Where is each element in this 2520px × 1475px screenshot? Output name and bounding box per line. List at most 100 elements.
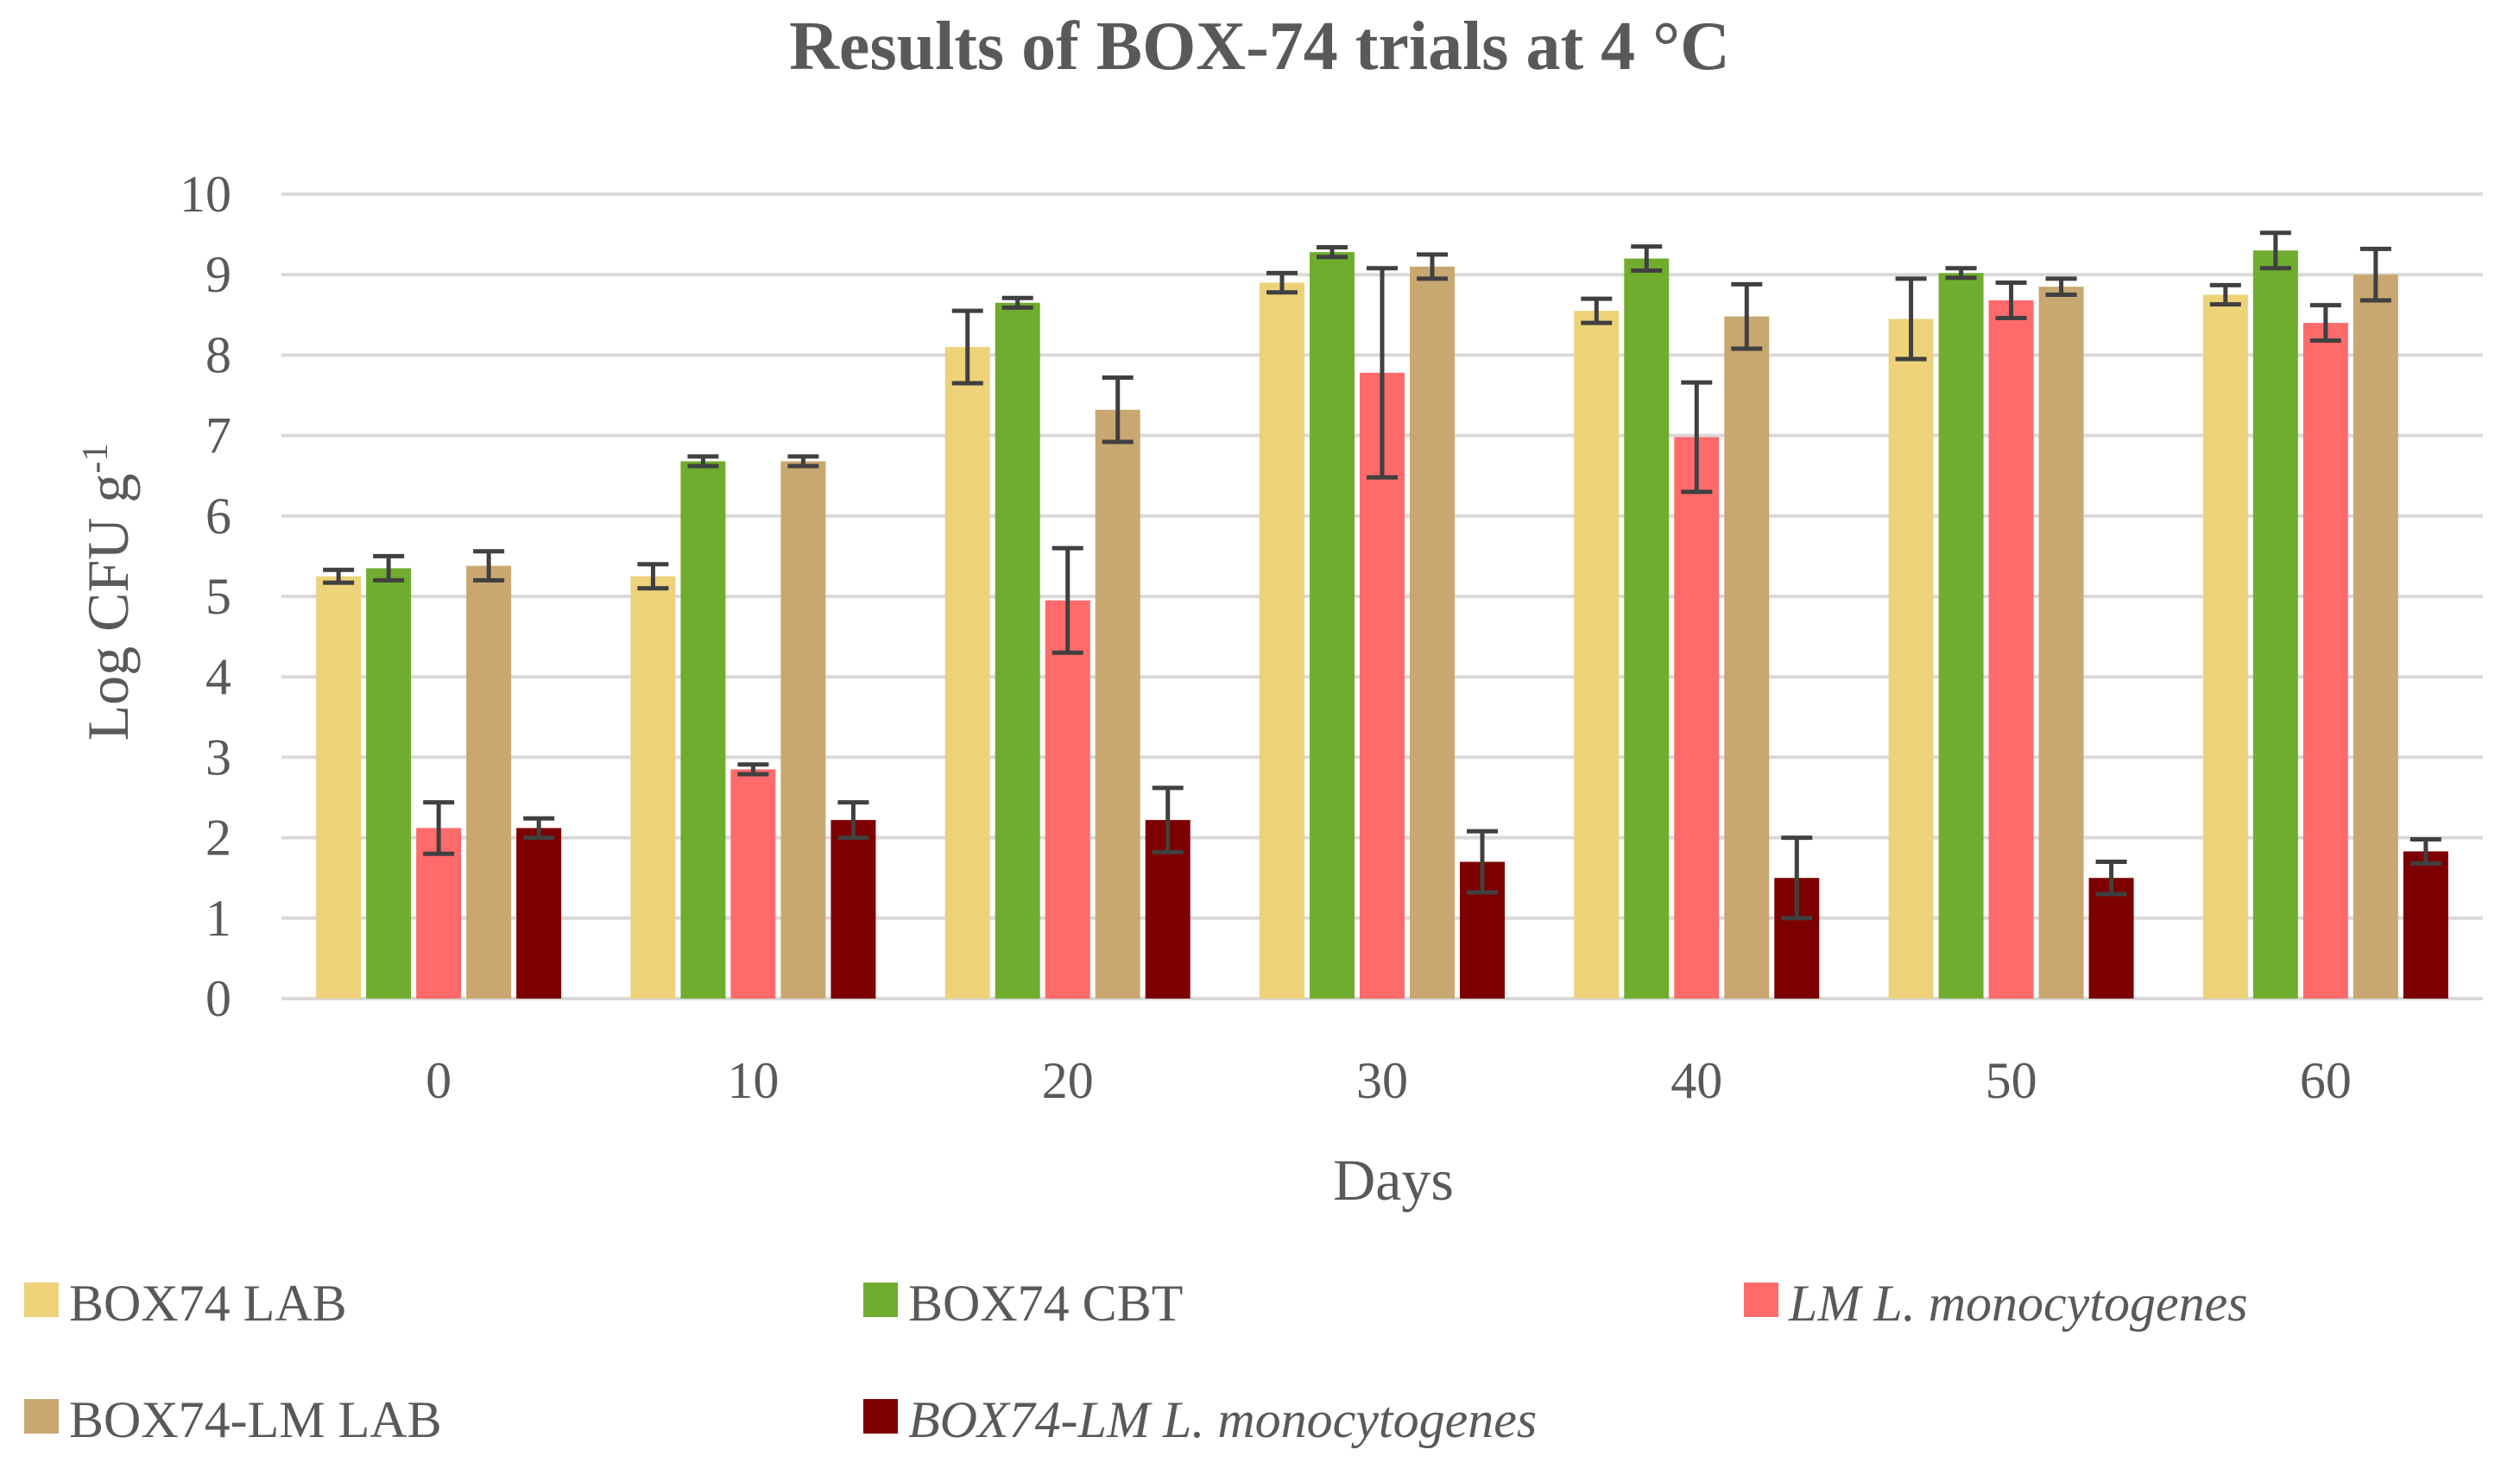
x-axis-label: Days	[1333, 1147, 1454, 1213]
bar-lm-l-monocytogenes-day-0	[416, 828, 462, 999]
error-bar	[523, 816, 555, 841]
error-bar	[637, 562, 669, 591]
bar-lm-l-monocytogenes-day-20	[1045, 600, 1090, 999]
error-bar	[1581, 296, 1613, 325]
bar-lm-l-monocytogenes-day-60	[2302, 323, 2348, 999]
y-tick-label: 3	[205, 728, 231, 785]
bar-box74-cbt-day-60	[2252, 250, 2298, 999]
x-tick-label: 30	[1356, 1052, 1408, 1109]
error-bar	[687, 454, 719, 469]
error-bar	[2259, 230, 2291, 271]
legend-item: LM L. monocytogenes	[1744, 1275, 2248, 1332]
error-bar	[1052, 545, 1083, 655]
y-axis-label: Log CFU g-1	[75, 444, 141, 741]
error-bar	[1317, 245, 1348, 260]
legend-item: BOX74-LM LAB	[24, 1391, 442, 1448]
chart-title: Results of BOX-74 trials at 4 °C	[789, 9, 1730, 85]
legend-item: BOX74 CBT	[863, 1275, 1183, 1332]
error-bar	[1895, 276, 1927, 362]
bar-box74-cbt-day-10	[680, 461, 726, 999]
bar-lm-l-monocytogenes-day-40	[1674, 437, 1720, 999]
x-axis-ticks: 0 10 20 30 40 50 60	[426, 1052, 2352, 1109]
legend-item: BOX74-LM L. monocytogenes	[863, 1391, 1537, 1448]
bar-lm-l-monocytogenes-day-50	[1988, 300, 2034, 999]
error-bar	[837, 800, 869, 841]
legend-swatch	[24, 1283, 59, 1317]
bar-box74-cbt-day-30	[1310, 252, 1355, 999]
x-tick-label: 50	[1986, 1052, 2037, 1109]
error-bar	[1781, 835, 1813, 921]
bar-box74-lm-lab-day-50	[2038, 287, 2084, 999]
y-tick-label: 4	[205, 648, 231, 705]
bar-box74-lm-lab-day-0	[466, 565, 512, 999]
error-bar	[373, 553, 405, 583]
bar-box74-cbt-day-40	[1624, 258, 1670, 999]
error-bar	[1367, 266, 1398, 480]
legend: BOX74 LAB BOX74 CBT LM L. monocytogenes BOX…	[24, 1275, 2248, 1448]
bar-box74-cbt-day-50	[1938, 273, 1984, 999]
y-axis-label-text: Log CFU g	[75, 474, 141, 741]
bar-box74-lab-day-20	[944, 347, 990, 999]
bar-box74-lab-day-40	[1574, 311, 1620, 999]
y-axis-label-superscript: -1	[76, 444, 116, 474]
legend-label: LM L. monocytogenes	[1788, 1275, 2248, 1332]
error-bar	[1266, 270, 1298, 295]
error-bar	[1681, 380, 1713, 495]
error-bar	[1152, 785, 1184, 854]
y-tick-label: 8	[205, 326, 231, 383]
bar-box74-lm-lab-day-30	[1410, 266, 1455, 999]
legend-item: BOX74 LAB	[24, 1275, 347, 1332]
error-bar	[473, 549, 505, 583]
bars	[316, 250, 2448, 999]
bar-box74-cbt-day-0	[366, 568, 412, 999]
legend-swatch	[863, 1399, 898, 1434]
y-tick-label: 10	[180, 166, 231, 223]
legend-label: BOX74-LM LAB	[69, 1391, 442, 1448]
bar-box74-lab-day-30	[1260, 282, 1304, 999]
legend-swatch	[1744, 1283, 1778, 1317]
bar-box74-lm-l-monocytogenes-day-50	[2088, 878, 2134, 999]
legend-swatch	[863, 1283, 898, 1317]
error-bar	[2045, 276, 2077, 297]
y-tick-label: 2	[205, 810, 231, 867]
error-bar	[1467, 829, 1498, 895]
x-tick-label: 0	[426, 1052, 452, 1109]
error-bar	[2359, 246, 2391, 303]
y-tick-label: 1	[205, 890, 231, 947]
x-tick-label: 10	[727, 1052, 779, 1109]
error-bar	[1102, 375, 1134, 444]
bar-box74-lm-lab-day-60	[2353, 274, 2398, 999]
legend-swatch	[24, 1399, 59, 1434]
error-bar	[951, 308, 983, 386]
bar-lm-l-monocytogenes-day-10	[730, 769, 776, 999]
x-tick-label: 60	[2300, 1052, 2352, 1109]
error-bar	[323, 567, 355, 585]
error-bar	[737, 762, 769, 777]
y-tick-label: 0	[205, 970, 231, 1027]
error-bar	[2309, 303, 2341, 344]
error-bar	[423, 800, 455, 856]
bar-box74-lab-day-60	[2202, 294, 2248, 999]
y-tick-label: 5	[205, 568, 231, 625]
error-bar	[1995, 281, 2027, 321]
error-bar	[2409, 836, 2441, 866]
legend-label: BOX74 LAB	[69, 1275, 347, 1332]
y-tick-label: 6	[205, 488, 231, 545]
legend-label: BOX74 CBT	[908, 1275, 1183, 1332]
error-bar	[2095, 860, 2127, 897]
bar-box74-cbt-day-20	[995, 302, 1040, 999]
error-bar	[787, 454, 819, 469]
y-axis-ticks: 0 1 2 3 4 5 6 7 8 9 10	[180, 166, 231, 1027]
bar-box74-lm-l-monocytogenes-day-10	[831, 820, 876, 999]
bar-box74-lab-day-0	[316, 576, 362, 999]
error-bar	[2209, 282, 2241, 307]
x-tick-label: 20	[1042, 1052, 1094, 1109]
bar-box74-lm-l-monocytogenes-day-60	[2403, 851, 2448, 999]
error-bar	[1731, 281, 1763, 351]
error-bars	[323, 230, 2441, 921]
bar-box74-lab-day-10	[630, 576, 676, 999]
bar-box74-lm-lab-day-20	[1095, 409, 1140, 999]
y-tick-label: 7	[205, 407, 231, 464]
bar-box74-lm-lab-day-10	[780, 461, 826, 999]
